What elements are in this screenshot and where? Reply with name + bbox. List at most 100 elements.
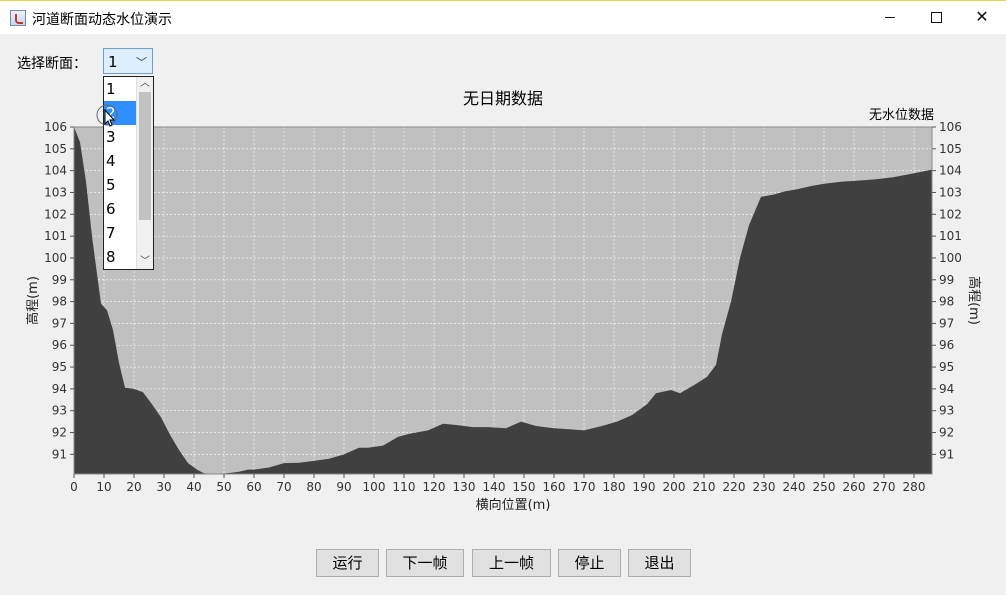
y-tick-label-left: 96 xyxy=(52,338,67,352)
y-tick-label-left: 104 xyxy=(44,164,67,178)
y-tick-label-right: 97 xyxy=(939,316,954,330)
y-tick-label-left: 103 xyxy=(44,185,67,199)
x-axis-label: 横向位置(m) xyxy=(476,497,551,513)
x-tick-label: 210 xyxy=(693,480,716,494)
dropdown-option[interactable]: 1 xyxy=(106,80,116,98)
x-tick-label: 200 xyxy=(663,480,686,494)
x-tick-label: 140 xyxy=(483,480,506,494)
chevron-down-icon: ﹀ xyxy=(136,56,147,69)
x-tick-label: 40 xyxy=(186,480,201,494)
maximize-button[interactable] xyxy=(913,1,959,34)
dropdown-option[interactable]: 3 xyxy=(106,128,116,146)
y-tick-label-right: 96 xyxy=(939,338,954,352)
y-tick-label-left: 106 xyxy=(44,120,67,134)
ground-area xyxy=(74,127,932,474)
y-tick-label-right: 103 xyxy=(939,185,962,199)
y-tick-label-right: 93 xyxy=(939,404,954,418)
dropdown-option[interactable]: 6 xyxy=(106,200,116,218)
y-tick-label-left: 97 xyxy=(52,316,67,330)
exit-button[interactable]: 退出 xyxy=(628,549,691,577)
scrollbar-thumb[interactable] xyxy=(139,92,151,220)
scroll-up-icon[interactable]: ︿ xyxy=(140,78,150,89)
x-tick-label: 220 xyxy=(723,480,746,494)
y-tick-label-left: 92 xyxy=(52,426,67,440)
java-app-icon xyxy=(10,10,26,26)
y-tick-label-left: 100 xyxy=(44,251,67,265)
x-tick-label: 10 xyxy=(96,480,111,494)
y-tick-label-left: 101 xyxy=(44,229,67,243)
y-tick-label-right: 101 xyxy=(939,229,962,243)
y-tick-label-left: 91 xyxy=(52,447,67,461)
x-tick-label: 260 xyxy=(843,480,866,494)
x-tick-label: 30 xyxy=(156,480,171,494)
x-tick-label: 130 xyxy=(453,480,476,494)
run-button[interactable]: 运行 xyxy=(316,549,379,577)
y-tick-label-right: 98 xyxy=(939,295,954,309)
x-tick-label: 170 xyxy=(573,480,596,494)
cross-section-chart: 无日期数据 无水位数据 0 10 20 30 40 50 60 70 80 90 100 110 120… xyxy=(0,76,1006,516)
x-tick-label: 160 xyxy=(543,480,566,494)
plot-frame xyxy=(73,126,933,475)
y-tick-label-right: 106 xyxy=(939,120,962,134)
y-tick-label-left: 95 xyxy=(52,360,67,374)
y-tick-label-right: 105 xyxy=(939,142,962,156)
y-tick-label-left: 93 xyxy=(52,404,67,418)
chart-plot: 0 10 20 30 40 50 60 70 80 90 100 110 120 130 140 150 160… xyxy=(25,120,982,513)
section-select[interactable]: 1 ﹀ xyxy=(103,48,153,74)
chart-subtitle: 无水位数据 xyxy=(868,108,934,123)
x-tick-label: 70 xyxy=(276,480,291,494)
window-title: 河道断面动态水位演示 xyxy=(32,12,172,28)
dropdown-option[interactable]: 4 xyxy=(106,152,116,170)
y-axis-label-left: 高程(m) xyxy=(25,276,41,325)
dropdown-option[interactable]: 8 xyxy=(106,248,116,266)
x-tick-label: 100 xyxy=(363,480,386,494)
x-tick-label: 80 xyxy=(306,480,321,494)
section-select-value: 1 xyxy=(108,53,118,71)
y-tick-label-left: 99 xyxy=(52,273,67,287)
minimize-button[interactable] xyxy=(867,1,913,34)
x-tick-label: 120 xyxy=(423,480,446,494)
mouse-cursor-icon xyxy=(96,104,118,127)
y-tick-label-right: 99 xyxy=(939,273,954,287)
scroll-down-icon[interactable]: ﹀ xyxy=(140,256,150,267)
minimize-icon xyxy=(885,16,895,18)
maximize-icon xyxy=(930,11,942,23)
y-axis-label-right: 高程(m) xyxy=(966,276,982,325)
stop-button[interactable]: 停止 xyxy=(558,549,621,577)
y-tick-label-right: 95 xyxy=(939,360,954,374)
y-tick-label-right: 94 xyxy=(939,382,954,396)
title-bar: 河道断面动态水位演示 ✕ xyxy=(0,0,1006,34)
y-tick-label-left: 94 xyxy=(52,382,67,396)
x-tick-label: 150 xyxy=(513,480,536,494)
x-tick-label: 60 xyxy=(246,480,261,494)
y-tick-label-right: 92 xyxy=(939,426,954,440)
x-tick-label: 280 xyxy=(903,480,926,494)
x-tick-label: 20 xyxy=(126,480,141,494)
x-tick-label: 0 xyxy=(70,480,78,494)
x-tick-label: 230 xyxy=(753,480,776,494)
x-tick-label: 90 xyxy=(336,480,351,494)
x-tick-label: 250 xyxy=(813,480,836,494)
x-tick-label: 50 xyxy=(216,480,231,494)
y-tick-label-right: 100 xyxy=(939,251,962,265)
close-button[interactable]: ✕ xyxy=(959,1,1005,34)
dropdown-option[interactable]: 5 xyxy=(106,176,116,194)
section-select-label: 选择断面： xyxy=(17,56,87,72)
y-tick-label-left: 105 xyxy=(44,142,67,156)
y-tick-label-right: 91 xyxy=(939,447,954,461)
chart-title: 无日期数据 xyxy=(462,89,543,108)
prev-frame-button[interactable]: 上一帧 xyxy=(472,549,551,577)
y-tick-label-left: 98 xyxy=(52,295,67,309)
next-frame-button[interactable]: 下一帧 xyxy=(386,549,464,577)
y-tick-label-right: 104 xyxy=(939,164,962,178)
y-tick-label-right: 102 xyxy=(939,207,962,221)
dropdown-scrollbar[interactable]: ︿ ﹀ xyxy=(136,77,153,269)
dropdown-option[interactable]: 7 xyxy=(106,224,116,242)
x-tick-label: 110 xyxy=(393,480,416,494)
x-tick-label: 190 xyxy=(633,480,656,494)
x-tick-label: 240 xyxy=(783,480,806,494)
close-icon: ✕ xyxy=(975,7,989,26)
x-tick-label: 180 xyxy=(603,480,626,494)
y-tick-label-left: 102 xyxy=(44,207,67,221)
